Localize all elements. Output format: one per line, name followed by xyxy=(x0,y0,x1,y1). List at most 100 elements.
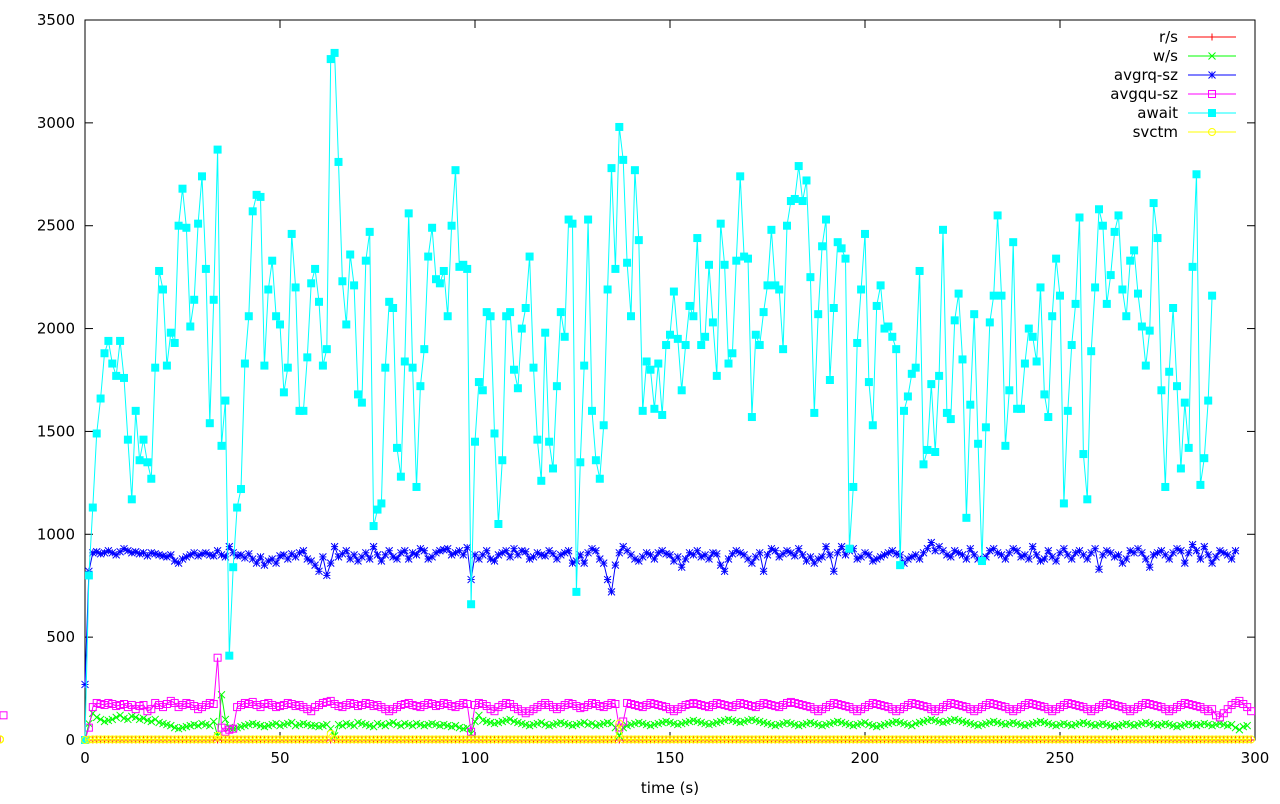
data-point xyxy=(299,735,308,744)
data-point xyxy=(1126,256,1135,265)
data-point xyxy=(1138,548,1146,557)
y-tick-label: 3000 xyxy=(37,114,75,132)
data-point xyxy=(1087,347,1096,356)
data-point xyxy=(330,48,339,57)
x-tick-label: 250 xyxy=(1046,749,1075,767)
data-point xyxy=(545,437,554,446)
data-point xyxy=(1157,386,1166,395)
data-point xyxy=(966,735,975,744)
data-point xyxy=(361,256,370,265)
data-point xyxy=(209,295,218,304)
data-point xyxy=(439,735,448,744)
data-point xyxy=(1087,735,1096,744)
legend-label: w/s xyxy=(1153,47,1178,65)
data-point xyxy=(92,713,101,722)
series-avgqu-sz xyxy=(0,653,1256,744)
data-point xyxy=(1192,546,1201,555)
data-point xyxy=(872,301,881,310)
data-point xyxy=(100,735,109,744)
data-point xyxy=(705,555,713,563)
data-point xyxy=(755,548,764,557)
data-point xyxy=(825,735,834,744)
data-point xyxy=(829,567,838,576)
data-point xyxy=(1173,382,1181,391)
data-point xyxy=(463,264,472,273)
data-point xyxy=(673,334,682,343)
data-point xyxy=(572,735,581,744)
data-point xyxy=(96,715,105,724)
data-point xyxy=(237,735,245,744)
data-point xyxy=(428,735,437,744)
data-point xyxy=(786,735,795,744)
data-point xyxy=(287,718,296,727)
data-point xyxy=(510,735,518,744)
data-point xyxy=(716,561,725,569)
data-point xyxy=(346,250,355,259)
data-point xyxy=(927,380,936,389)
data-point xyxy=(1075,213,1084,222)
data-point xyxy=(942,735,951,744)
data-point xyxy=(720,735,729,744)
data-point xyxy=(260,735,269,744)
data-point xyxy=(393,735,401,744)
legend-entry: svctm xyxy=(1133,123,1236,141)
data-point xyxy=(338,721,347,730)
data-point xyxy=(1048,312,1057,321)
data-point xyxy=(116,711,124,720)
data-point xyxy=(806,553,815,561)
data-point xyxy=(0,711,8,720)
data-point xyxy=(120,373,128,382)
data-point xyxy=(623,258,632,267)
data-point xyxy=(291,283,300,292)
y-tick-label: 1000 xyxy=(37,525,75,543)
x-tick-label: 100 xyxy=(461,749,490,767)
data-point xyxy=(147,474,156,483)
data-point xyxy=(611,264,620,273)
data-point xyxy=(693,735,702,744)
data-point xyxy=(408,721,417,730)
data-point xyxy=(412,482,421,491)
x-tick-label: 50 xyxy=(270,749,289,767)
data-point xyxy=(584,735,593,744)
data-point xyxy=(385,735,394,744)
data-point xyxy=(872,735,881,744)
data-point xyxy=(1083,495,1092,504)
data-point xyxy=(1059,735,1068,744)
data-point xyxy=(467,727,476,736)
data-point xyxy=(1231,723,1240,732)
data-point xyxy=(1145,563,1154,572)
data-point xyxy=(767,735,776,744)
data-point xyxy=(697,735,706,744)
legend-label: avgqu-sz xyxy=(1110,85,1178,103)
data-point xyxy=(716,735,725,744)
data-point xyxy=(486,312,495,321)
data-point xyxy=(194,721,202,730)
data-point xyxy=(124,715,132,724)
data-point xyxy=(1060,544,1068,553)
data-point xyxy=(264,735,273,744)
data-point xyxy=(123,735,132,744)
data-point xyxy=(974,735,983,744)
data-point xyxy=(736,172,745,181)
data-point xyxy=(248,207,257,216)
data-point xyxy=(697,341,706,350)
data-point xyxy=(747,413,756,422)
data-point xyxy=(1056,735,1064,744)
data-point xyxy=(646,365,655,374)
data-point xyxy=(689,312,698,321)
data-point xyxy=(1044,735,1053,744)
data-point xyxy=(802,176,811,185)
data-point xyxy=(818,735,827,744)
data-point xyxy=(463,543,472,552)
data-point xyxy=(1122,735,1131,744)
data-point xyxy=(209,552,218,560)
data-point xyxy=(112,713,121,722)
data-point xyxy=(256,553,265,561)
data-point xyxy=(326,729,335,738)
data-point xyxy=(443,312,452,321)
plot-frame xyxy=(84,19,1256,741)
data-point xyxy=(143,458,152,467)
data-point xyxy=(619,717,628,726)
data-point xyxy=(116,547,124,556)
data-point xyxy=(299,406,308,415)
